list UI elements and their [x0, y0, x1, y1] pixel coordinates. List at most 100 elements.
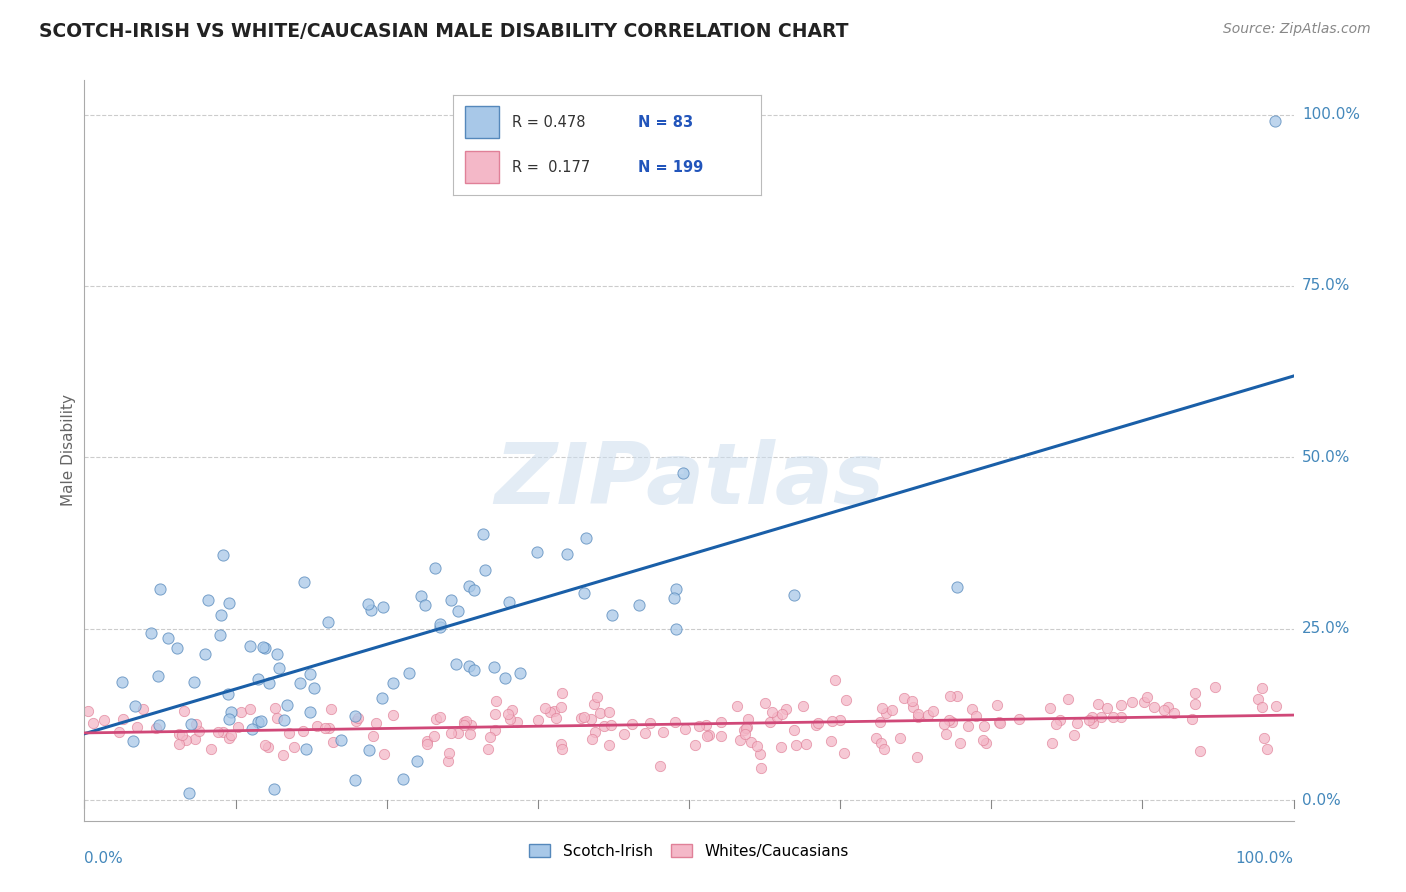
- Point: [266, 711, 288, 725]
- Point: [917, 708, 939, 723]
- Point: [440, 593, 463, 607]
- Point: [211, 548, 233, 562]
- Point: [484, 723, 506, 738]
- Point: [935, 727, 957, 741]
- Point: [247, 714, 270, 729]
- Text: 25.0%: 25.0%: [1302, 621, 1350, 636]
- Point: [240, 722, 263, 736]
- Point: [828, 713, 851, 727]
- Point: [648, 759, 671, 773]
- Point: [1081, 716, 1104, 731]
- Point: [1063, 728, 1085, 742]
- Point: [946, 689, 969, 703]
- Text: 100.0%: 100.0%: [1302, 107, 1360, 122]
- Point: [209, 608, 232, 623]
- Point: [1111, 710, 1133, 724]
- Point: [1136, 690, 1159, 704]
- Point: [620, 717, 643, 731]
- Point: [1264, 114, 1286, 128]
- Point: [454, 714, 477, 728]
- Point: [429, 620, 451, 634]
- Text: SCOTCH-IRISH VS WHITE/CAUCASIAN MALE DISABILITY CORRELATION CHART: SCOTCH-IRISH VS WHITE/CAUCASIAN MALE DIS…: [39, 22, 849, 41]
- Point: [948, 736, 970, 750]
- Point: [121, 734, 143, 748]
- Point: [250, 714, 273, 728]
- Point: [1049, 713, 1071, 727]
- Point: [734, 721, 756, 735]
- Legend: Scotch-Irish, Whites/Caucasians: Scotch-Irish, Whites/Caucasians: [523, 838, 855, 865]
- Point: [381, 708, 404, 723]
- Point: [484, 694, 506, 708]
- Point: [1188, 744, 1211, 758]
- Point: [583, 725, 606, 739]
- Point: [447, 726, 470, 740]
- Point: [600, 717, 623, 731]
- Point: [299, 666, 322, 681]
- Point: [172, 728, 194, 742]
- Point: [1143, 699, 1166, 714]
- Point: [398, 666, 420, 681]
- Point: [413, 598, 436, 612]
- Point: [550, 700, 572, 714]
- Point: [697, 728, 720, 742]
- Point: [506, 715, 529, 730]
- Point: [429, 710, 451, 724]
- Point: [1184, 697, 1206, 711]
- Point: [747, 739, 769, 753]
- Point: [956, 719, 979, 733]
- Point: [986, 698, 1008, 712]
- Point: [546, 711, 568, 725]
- Point: [598, 705, 620, 719]
- Point: [581, 732, 603, 747]
- Point: [263, 782, 285, 797]
- Point: [125, 720, 148, 734]
- Point: [425, 712, 447, 726]
- Point: [1163, 706, 1185, 721]
- Point: [664, 715, 686, 730]
- Point: [586, 690, 609, 704]
- Point: [219, 705, 242, 719]
- Point: [381, 675, 404, 690]
- Point: [1157, 699, 1180, 714]
- Point: [527, 713, 550, 727]
- Point: [357, 743, 380, 757]
- Point: [371, 690, 394, 705]
- Point: [364, 716, 387, 731]
- Point: [131, 702, 153, 716]
- Point: [1250, 699, 1272, 714]
- Point: [256, 740, 278, 755]
- Text: 50.0%: 50.0%: [1302, 450, 1350, 465]
- Point: [141, 626, 163, 640]
- Point: [651, 725, 673, 739]
- Point: [834, 693, 856, 707]
- Point: [783, 588, 806, 602]
- Point: [405, 754, 427, 768]
- Text: ZIPatlas: ZIPatlas: [494, 439, 884, 522]
- Point: [457, 579, 479, 593]
- Point: [283, 739, 305, 754]
- Point: [820, 734, 842, 748]
- Point: [208, 628, 231, 642]
- Point: [821, 714, 844, 729]
- Point: [740, 735, 762, 749]
- Point: [972, 732, 994, 747]
- Point: [775, 701, 797, 715]
- Point: [269, 661, 291, 675]
- Point: [148, 718, 170, 732]
- Point: [600, 608, 623, 623]
- Point: [734, 727, 756, 741]
- Point: [572, 709, 595, 723]
- Point: [453, 718, 475, 732]
- Point: [672, 467, 695, 481]
- Point: [976, 736, 998, 750]
- Point: [592, 719, 614, 733]
- Point: [907, 710, 929, 724]
- Point: [1264, 699, 1286, 714]
- Point: [1040, 736, 1063, 750]
- Point: [344, 709, 367, 723]
- Point: [180, 717, 202, 731]
- Point: [696, 729, 718, 743]
- Point: [458, 659, 481, 673]
- Point: [965, 708, 987, 723]
- Point: [973, 719, 995, 733]
